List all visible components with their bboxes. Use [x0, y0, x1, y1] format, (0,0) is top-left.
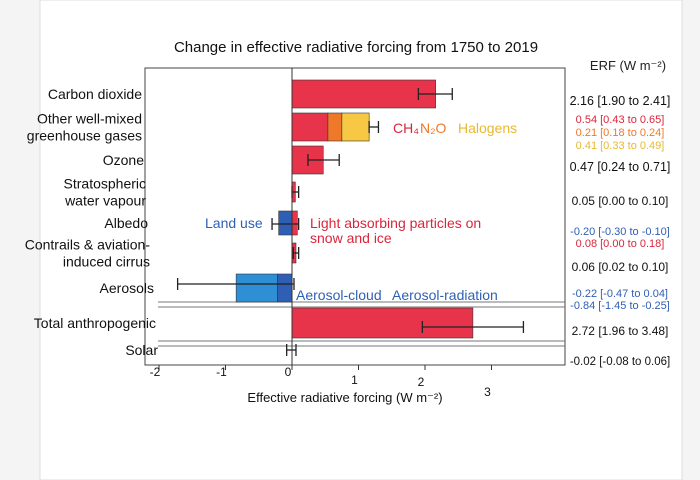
- x-tick-label: 2: [418, 375, 425, 389]
- annotation-aerosol-radiation: Aerosol-radiation: [392, 287, 498, 303]
- erf-value: 2.72 [1.96 to 3.48]: [572, 324, 669, 338]
- erf-value: 0.41 [0.33 to 0.49]: [576, 140, 665, 152]
- bar-segment: [291, 307, 474, 339]
- erf-values-column: 2.16 [1.90 to 2.41]0.54 [0.43 to 0.65]0.…: [570, 94, 671, 368]
- erf-value: 0.47 [0.24 to 0.71]: [570, 160, 671, 174]
- annotation-aerosol-cloud: Aerosol-cloud: [296, 287, 382, 303]
- erf-value: 0.05 [0.00 to 0.10]: [572, 194, 669, 208]
- erf-value: -0.84 [-1.45 to -0.25]: [570, 300, 670, 312]
- category-label: Carbon dioxide: [48, 86, 142, 102]
- x-tick-label: -1: [216, 365, 227, 379]
- erf-column-header: ERF (W m⁻²): [590, 58, 666, 73]
- x-tick-label: -2: [150, 365, 161, 379]
- bar-segment: [291, 210, 298, 236]
- category-label: Total anthropogenic: [34, 315, 156, 331]
- erf-value: 0.06 [0.02 to 0.10]: [572, 260, 669, 274]
- bar-segment: [327, 112, 343, 142]
- chart-title: Change in effective radiative forcing fr…: [174, 39, 538, 56]
- category-label: water vapour: [64, 193, 146, 209]
- category-label: Stratospheric: [64, 176, 146, 192]
- bar-segment: [291, 79, 436, 109]
- bar-segment: [277, 273, 293, 303]
- uncertainty-whiskers: [176, 88, 525, 356]
- category-labels: Carbon dioxide Other well-mixedgreenhouse…: [25, 86, 159, 358]
- x-tick-label: 1: [351, 373, 358, 387]
- annotation-light-absorbing: Light absorbing particles on: [310, 215, 481, 231]
- bar-segment: [235, 273, 278, 303]
- bar-annotations: CH₄ N₂O Halogens Land use Light absorbing pa…: [205, 120, 517, 303]
- x-tick-label: 3: [484, 385, 491, 399]
- erf-value: 2.16 [1.90 to 2.41]: [570, 94, 671, 108]
- category-label: induced cirrus: [63, 254, 150, 270]
- erf-value: -0.02 [-0.08 to 0.06]: [570, 356, 670, 368]
- plot-area-frame: [144, 67, 566, 366]
- erf-value: -0.20 [-0.30 to -0.10]: [570, 226, 670, 238]
- annotation-n2o: N₂O: [420, 120, 447, 136]
- category-label: Aerosols: [100, 280, 154, 296]
- annotation-ch4: CH₄: [393, 120, 419, 136]
- bar-segment: [278, 210, 293, 236]
- x-tick-label: 0: [285, 365, 292, 379]
- x-axis: -2 -1 0 1 2 3: [150, 68, 492, 399]
- erf-value: 0.21 [0.18 to 0.24]: [576, 127, 665, 139]
- annotation-light-absorbing: snow and ice: [310, 230, 392, 246]
- erf-value: -0.22 [-0.47 to 0.04]: [572, 288, 668, 300]
- annotation-land-use: Land use: [205, 215, 263, 231]
- x-axis-label: Effective radiative forcing (W m⁻²): [247, 390, 442, 405]
- erf-value: 0.54 [0.43 to 0.65]: [576, 114, 665, 126]
- category-label: Ozone: [103, 152, 144, 168]
- bar-segment: [341, 112, 370, 142]
- category-label: Albedo: [104, 215, 148, 231]
- category-label: Solar: [125, 342, 158, 358]
- annotation-halogens: Halogens: [458, 120, 517, 136]
- category-label: Contrails & aviation-: [25, 237, 151, 253]
- bar-segment: [291, 112, 329, 142]
- category-divider-lines: [158, 301, 565, 347]
- category-label: Other well-mixed: [37, 111, 142, 127]
- erf-value: 0.08 [0.00 to 0.18]: [576, 238, 665, 250]
- category-label: greenhouse gases: [27, 128, 142, 144]
